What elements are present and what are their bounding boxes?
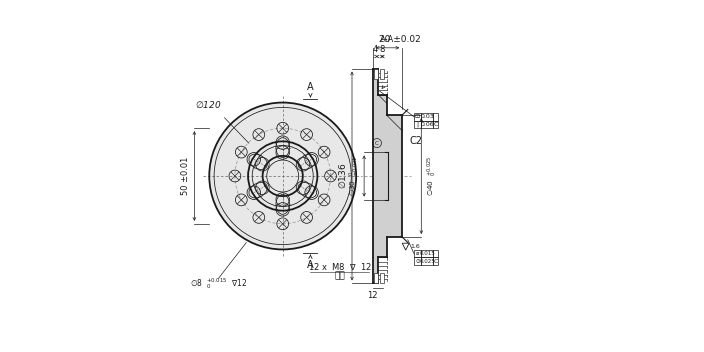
Text: $\varnothing$8  $^{+0.015}_{0}$  $\nabla$12: $\varnothing$8 $^{+0.015}_{0}$ $\nabla$1… bbox=[190, 276, 247, 291]
Text: 12 x  M8  $\nabla$  12: 12 x M8 $\nabla$ 12 bbox=[308, 262, 372, 272]
Bar bbox=[414, 113, 421, 121]
Text: |: | bbox=[416, 122, 419, 127]
Bar bbox=[433, 121, 439, 128]
Bar bbox=[374, 273, 377, 283]
Text: ⌀: ⌀ bbox=[416, 251, 419, 256]
Bar bbox=[421, 113, 433, 121]
Bar bbox=[421, 121, 433, 128]
Text: 均布: 均布 bbox=[334, 271, 345, 280]
Text: A-A: A-A bbox=[380, 34, 395, 44]
Bar bbox=[380, 69, 384, 79]
Text: A: A bbox=[307, 260, 314, 270]
Text: 50 ±0.01: 50 ±0.01 bbox=[181, 157, 190, 195]
Text: C: C bbox=[434, 259, 438, 264]
Text: 0.06: 0.06 bbox=[420, 122, 434, 127]
Text: C2: C2 bbox=[410, 136, 423, 146]
Bar bbox=[433, 113, 439, 121]
Text: 8: 8 bbox=[379, 45, 385, 54]
Bar bbox=[374, 69, 377, 79]
Text: C: C bbox=[375, 140, 379, 146]
Text: A: A bbox=[307, 82, 314, 92]
Bar bbox=[373, 69, 378, 283]
Text: $\varnothing$40  $^{+0.025}_{0}$: $\varnothing$40 $^{+0.025}_{0}$ bbox=[425, 156, 439, 196]
Text: C: C bbox=[434, 122, 438, 127]
Text: ⊡: ⊡ bbox=[415, 114, 420, 119]
Bar bbox=[378, 95, 386, 257]
Bar bbox=[414, 257, 421, 265]
Bar bbox=[414, 250, 421, 257]
Bar bbox=[433, 257, 439, 265]
Bar bbox=[421, 257, 433, 265]
Text: $\varnothing$30  $^{0}_{-0.021}$: $\varnothing$30 $^{0}_{-0.021}$ bbox=[348, 156, 361, 196]
Bar bbox=[433, 250, 439, 257]
Bar bbox=[380, 273, 384, 283]
Bar bbox=[386, 115, 402, 237]
Text: 0.03: 0.03 bbox=[420, 114, 434, 119]
Text: ⊙: ⊙ bbox=[415, 259, 420, 264]
Circle shape bbox=[209, 102, 356, 250]
Text: 0.025: 0.025 bbox=[419, 259, 435, 264]
Bar bbox=[421, 250, 433, 257]
Text: $\varnothing$136: $\varnothing$136 bbox=[337, 163, 348, 189]
Text: 20 ±0.02: 20 ±0.02 bbox=[379, 35, 420, 44]
Text: 4: 4 bbox=[372, 45, 378, 54]
Bar bbox=[414, 121, 421, 128]
Text: 0.015: 0.015 bbox=[419, 251, 435, 256]
Text: 1.6: 1.6 bbox=[410, 244, 420, 249]
Text: 12: 12 bbox=[367, 291, 377, 300]
Text: $\varnothing$120: $\varnothing$120 bbox=[195, 100, 222, 111]
